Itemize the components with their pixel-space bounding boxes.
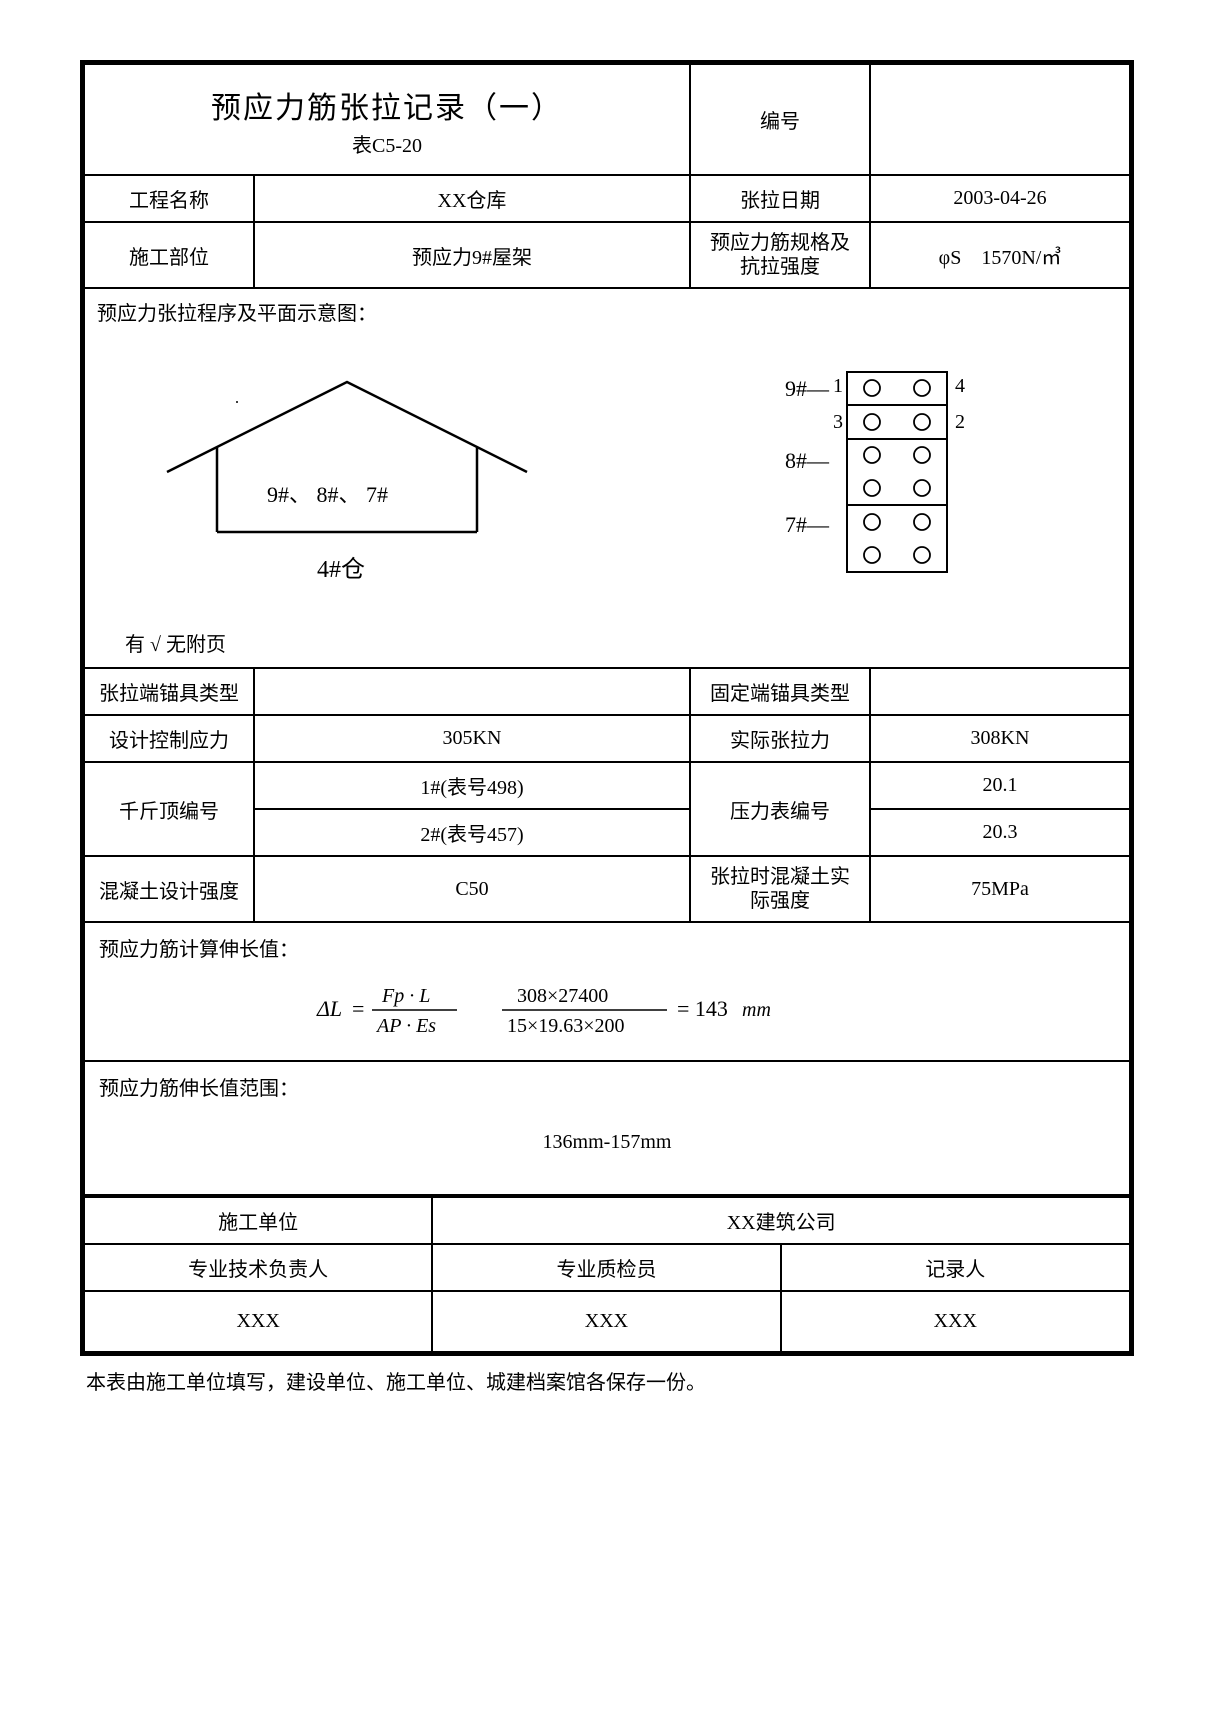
spec-value: φS 1570N/㎥	[870, 222, 1130, 288]
svg-text:Fp · L: Fp · L	[381, 985, 430, 1007]
jack-value-2: 2#(表号457)	[254, 809, 690, 856]
actual-force-label: 实际张拉力	[690, 715, 870, 762]
qc-value: XXX	[432, 1291, 780, 1352]
tech-label: 专业技术负责人	[84, 1244, 432, 1291]
unit-label: 施工单位	[84, 1197, 432, 1244]
design-stress-value: 305KN	[254, 715, 690, 762]
calc-cell: 预应力筋计算伸长值： ΔL = Fp · L AP · Es 308×27400…	[84, 922, 1130, 1061]
grid-diagram: 9#— 8#— 7#— 1 4 3 2	[737, 342, 997, 602]
svg-text:= 143: = 143	[677, 996, 728, 1021]
date-label: 张拉日期	[690, 175, 870, 222]
gauge-label: 压力表编号	[690, 762, 870, 856]
qc-label: 专业质检员	[432, 1244, 780, 1291]
svg-text:2: 2	[955, 411, 965, 433]
svg-text:ΔL: ΔL	[316, 996, 342, 1021]
project-label: 工程名称	[84, 175, 254, 222]
range-value: 136mm-157mm	[99, 1101, 1115, 1184]
svg-text:308×27400: 308×27400	[517, 985, 608, 1007]
table-code: 表C5-20	[95, 129, 679, 166]
jack-label: 千斤顶编号	[84, 762, 254, 856]
date-value: 2003-04-26	[870, 175, 1130, 222]
concrete-actual-label: 张拉时混凝土实际强度	[690, 856, 870, 922]
appendix-note: 有 √ 无附页	[125, 628, 226, 657]
svg-text:1: 1	[833, 375, 843, 397]
footnote: 本表由施工单位填写，建设单位、施工单位、城建档案馆各保存一份。	[80, 1356, 1134, 1395]
concrete-actual-value: 75MPa	[870, 856, 1130, 922]
project-value: XX仓库	[254, 175, 690, 222]
concrete-design-label: 混凝土设计强度	[84, 856, 254, 922]
gauge-value-1: 20.1	[870, 762, 1130, 809]
svg-text:8#—: 8#—	[785, 448, 830, 473]
form-title: 预应力筋张拉记录（一）	[95, 73, 679, 129]
tech-value: XXX	[84, 1291, 432, 1352]
range-title: 预应力筋伸长值范围：	[99, 1072, 1115, 1101]
house-diagram: 9#、 8#、 7# 4#仓	[137, 342, 557, 602]
spec-label: 预应力筋规格及抗拉强度	[690, 222, 870, 288]
fixed-anchor-label: 固定端锚具类型	[690, 668, 870, 715]
footer-table: 施工单位 XX建筑公司 专业技术负责人 专业质检员 记录人 XXX XXX XX…	[83, 1196, 1131, 1353]
svg-text:AP · Es: AP · Es	[375, 1015, 436, 1037]
rec-label: 记录人	[781, 1244, 1130, 1291]
concrete-design-value: C50	[254, 856, 690, 922]
rec-value: XXX	[781, 1291, 1130, 1352]
formula-svg: ΔL = Fp · L AP · Es 308×27400 15×19.63×2…	[307, 974, 907, 1044]
fixed-anchor-value	[870, 668, 1130, 715]
part-label: 施工部位	[84, 222, 254, 288]
svg-text:4: 4	[955, 375, 965, 397]
svg-text:9#—: 9#—	[785, 376, 830, 401]
serial-label: 编号	[690, 64, 870, 175]
part-value: 预应力9#屋架	[254, 222, 690, 288]
jack-value-1: 1#(表号498)	[254, 762, 690, 809]
actual-force-value: 308KN	[870, 715, 1130, 762]
diagram-cell: 预应力张拉程序及平面示意图： 9#、 8#、 7# 4#仓	[84, 288, 1130, 668]
svg-text:15×19.63×200: 15×19.63×200	[507, 1015, 625, 1037]
tension-anchor-value	[254, 668, 690, 715]
tension-anchor-label: 张拉端锚具类型	[84, 668, 254, 715]
calc-title: 预应力筋计算伸长值：	[99, 933, 1115, 962]
gauge-value-2: 20.3	[870, 809, 1130, 856]
unit-value: XX建筑公司	[432, 1197, 1130, 1244]
svg-text:mm: mm	[742, 999, 771, 1021]
form-sheet: 预应力筋张拉记录（一） 表C5-20 编号 工程名称 XX仓库 张拉日期 200…	[80, 60, 1134, 1356]
range-cell: 预应力筋伸长值范围： 136mm-157mm	[84, 1061, 1130, 1195]
svg-text:=: =	[352, 996, 364, 1021]
svg-text:9#、 8#、 7#: 9#、 8#、 7#	[267, 482, 388, 507]
main-table: 预应力筋张拉记录（一） 表C5-20 编号 工程名称 XX仓库 张拉日期 200…	[83, 63, 1131, 1196]
svg-text:3: 3	[833, 411, 843, 433]
design-stress-label: 设计控制应力	[84, 715, 254, 762]
serial-value	[870, 64, 1130, 175]
svg-text:4#仓: 4#仓	[317, 556, 365, 583]
diagram-title: 预应力张拉程序及平面示意图：	[97, 297, 1117, 326]
svg-text:7#—: 7#—	[785, 512, 830, 537]
